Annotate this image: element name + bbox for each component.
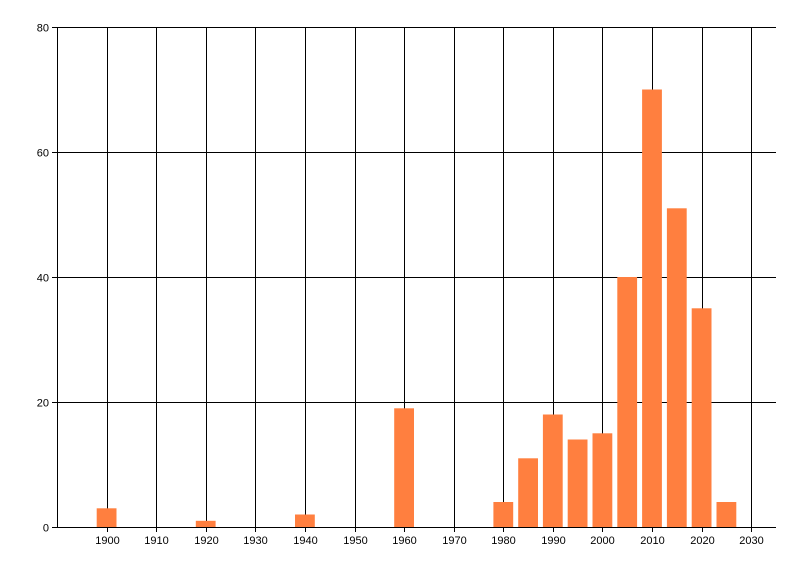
- bar-2000: [592, 433, 613, 528]
- bar-1960: [394, 408, 414, 528]
- y-tick-label: 40: [37, 273, 49, 285]
- y-tick-label: 0: [43, 523, 49, 535]
- bar-1980: [493, 502, 514, 527]
- bar-1990: [542, 414, 563, 527]
- bar-1995: [567, 439, 588, 527]
- y-tick-label: 60: [37, 148, 49, 160]
- x-tick-label: 1970: [442, 535, 466, 547]
- bar-2020: [691, 308, 712, 528]
- y-tick-label: 20: [37, 398, 49, 410]
- axis-layer: [52, 27, 776, 532]
- bar-2015: [666, 208, 687, 528]
- x-tick-label: 1920: [194, 535, 218, 547]
- x-tick-label: 1950: [343, 535, 367, 547]
- bar-1940: [295, 514, 315, 527]
- x-tick-label: 1990: [541, 535, 565, 547]
- bar-1900: [96, 508, 117, 528]
- x-tick-label: 2020: [690, 535, 714, 547]
- tick-label-layer: 0 20 40 60 80 1900 1910 1920 1930 1940 1950 1960 197…: [37, 23, 764, 548]
- x-tick-label: 1980: [491, 535, 515, 547]
- bar-2010: [642, 89, 662, 527]
- x-tick-label: 2010: [640, 535, 664, 547]
- grid-layer: [57, 27, 776, 528]
- x-tick-label: 1910: [144, 535, 168, 547]
- bar-2025: [716, 502, 737, 527]
- bar-1920: [195, 520, 216, 528]
- x-tick-label: 2000: [590, 535, 614, 547]
- x-tick-label: 1930: [243, 535, 267, 547]
- x-tick-label: 1940: [293, 535, 317, 547]
- x-tick-label: 1960: [392, 535, 416, 547]
- bar-1985: [518, 458, 538, 528]
- bar-2005: [617, 277, 638, 527]
- x-tick-label: 2030: [739, 535, 763, 547]
- bar-layer: [96, 89, 737, 528]
- y-tick-label: 80: [37, 23, 49, 35]
- x-tick-label: 1900: [95, 535, 119, 547]
